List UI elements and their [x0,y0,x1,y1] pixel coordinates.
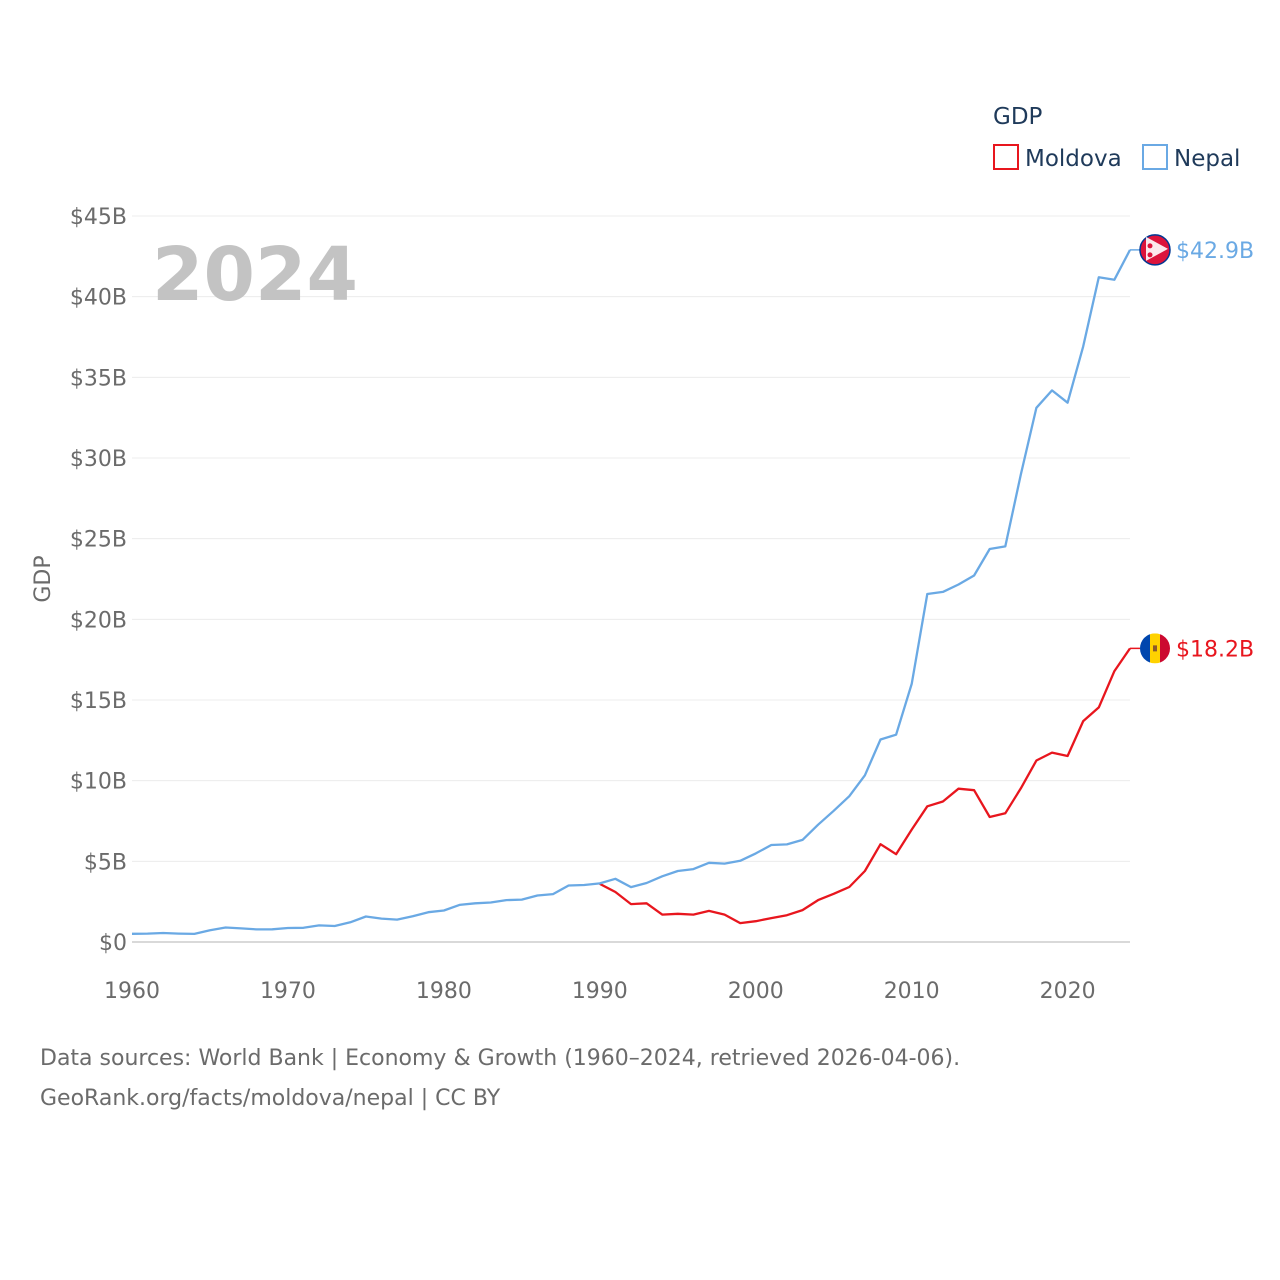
x-tick-label: 1970 [260,979,316,1004]
y-tick-label: $20B [70,608,127,633]
y-axis-title: GDP [31,555,56,602]
y-tick-label: $40B [70,286,127,311]
end-label-nepal: $42.9B [1176,239,1254,264]
legend-label-nepal: Nepal [1174,146,1240,172]
series-line-nepal [131,249,1132,936]
end-label-moldova: $18.2B [1176,637,1254,662]
x-tick-label: 2000 [728,979,784,1004]
y-tick-label: $5B [84,850,127,875]
moldova-flag-icon [1140,633,1170,664]
y-tick-label: $0 [99,931,127,956]
y-axis-ticks: $0 $5B $10B $15B $20B $25B $30B $35B $40B $45B [70,205,127,956]
x-tick-label: 1980 [416,979,472,1004]
source-note: Data sources: World Bank | Economy & Gro… [40,1046,961,1071]
y-tick-label: $35B [70,366,127,391]
x-axis-ticks: 1960 1970 1980 1990 2000 2010 2020 [104,979,1096,1004]
grid [132,215,1130,943]
y-tick-label: $30B [70,447,127,472]
y-tick-label: $15B [70,689,127,714]
source-link[interactable]: GeoRank.org/facts/moldova/nepal | CC BY [40,1086,501,1111]
y-tick-label: $10B [70,770,127,795]
legend-title: GDP [993,104,1043,130]
legend: GDP Moldova Nepal [993,104,1240,172]
legend-item-moldova[interactable]: Moldova [993,144,1122,172]
series-line-moldova [599,647,1131,925]
x-tick-label: 2010 [884,979,940,1004]
series-lines [131,249,1132,936]
x-tick-label: 2020 [1040,979,1096,1004]
x-tick-label: 1960 [104,979,160,1004]
x-tick-label: 1990 [572,979,628,1004]
y-tick-label: $25B [70,528,127,553]
legend-label-moldova: Moldova [1025,146,1122,172]
y-tick-label: $45B [70,205,127,230]
legend-swatch-nepal [1142,144,1168,170]
series-end-labels: $18.2B $42.9B [1130,234,1254,664]
year-label: 2024 [152,232,358,318]
nepal-flag-icon [1139,234,1171,266]
legend-item-nepal[interactable]: Nepal [1142,144,1240,172]
legend-swatch-moldova [993,144,1019,170]
